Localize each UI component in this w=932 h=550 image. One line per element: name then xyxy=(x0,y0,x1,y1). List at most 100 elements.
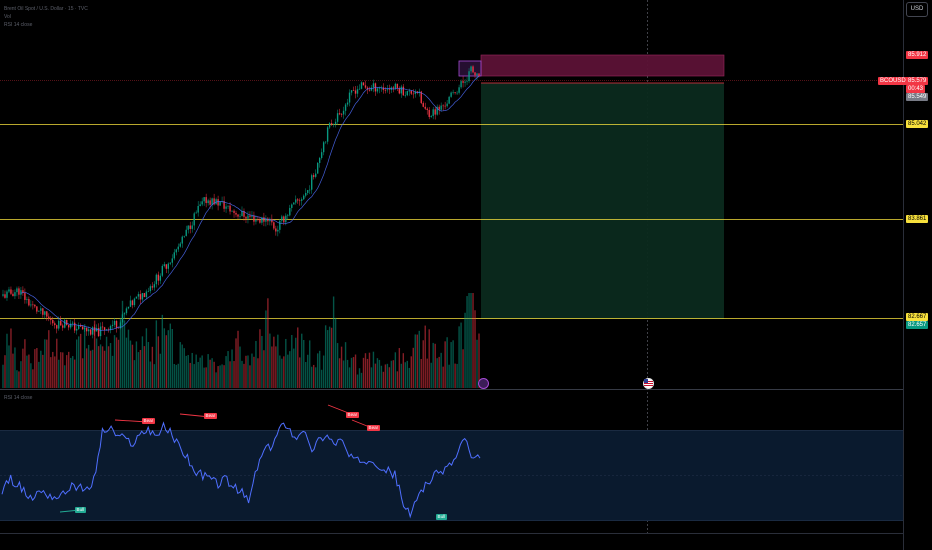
candle-body xyxy=(179,243,181,247)
candle-body xyxy=(255,219,257,222)
rsi-pane-title[interactable]: RSI 14 close xyxy=(4,395,33,401)
volume-bar xyxy=(48,330,50,388)
candle-body xyxy=(261,217,263,223)
candle-body xyxy=(177,246,179,250)
volume-bar xyxy=(40,350,42,388)
candle-body xyxy=(117,327,120,329)
candle-body xyxy=(402,86,405,96)
candle-body xyxy=(386,89,389,91)
candle-body xyxy=(167,263,170,269)
volume-bar xyxy=(307,354,309,388)
volume-bar xyxy=(175,364,177,388)
candle-body xyxy=(303,195,305,200)
volume-legend[interactable]: Vol xyxy=(4,14,11,20)
candle-body xyxy=(50,318,52,321)
candle-body xyxy=(97,328,100,337)
us-flag-event-icon[interactable] xyxy=(643,378,654,389)
volume-bar xyxy=(113,335,116,388)
volume-bar xyxy=(68,351,70,388)
volume-bar xyxy=(165,335,168,388)
candle-body xyxy=(358,88,361,90)
volume-bar xyxy=(209,359,211,388)
volume-bar xyxy=(402,353,405,388)
volume-bar xyxy=(287,354,289,388)
candle-body xyxy=(103,327,106,331)
candle-body xyxy=(2,294,4,296)
candle-body xyxy=(38,310,40,312)
volume-bar xyxy=(8,345,10,388)
candle-body xyxy=(392,87,395,89)
candle-body xyxy=(456,92,458,94)
volume-bar xyxy=(400,363,403,388)
candle-body xyxy=(54,323,56,326)
candle-body xyxy=(436,106,438,115)
highlight-box[interactable] xyxy=(458,60,482,77)
lightning-event-icon[interactable] xyxy=(478,378,489,389)
volume-bar xyxy=(103,350,106,388)
volume-bar xyxy=(193,364,195,388)
volume-bar xyxy=(30,363,32,388)
candle-body xyxy=(72,322,74,324)
candle-body xyxy=(101,326,104,328)
volume-bar xyxy=(211,358,213,388)
volume-bar xyxy=(38,361,40,388)
volume-bar xyxy=(203,367,205,388)
candle-body xyxy=(372,83,375,88)
candle-body xyxy=(472,66,474,73)
volume-bar xyxy=(354,354,357,388)
volume-bar xyxy=(334,317,337,388)
volume-bar xyxy=(444,341,446,388)
candle-body xyxy=(478,73,480,76)
volume-bar xyxy=(163,328,166,388)
candle-body xyxy=(332,123,335,125)
candle-body xyxy=(450,92,452,97)
volume-bar xyxy=(245,355,247,388)
volume-bar xyxy=(235,338,237,388)
volume-bar xyxy=(456,363,458,388)
candle-body xyxy=(316,162,319,174)
candle-body xyxy=(173,252,175,259)
currency-button[interactable]: USD xyxy=(906,2,928,17)
candle-body xyxy=(233,210,235,213)
volume-bar xyxy=(99,344,102,388)
volume-bars xyxy=(2,293,480,388)
symbol-legend[interactable]: Brent Oil Spot / U.S. Dollar · 15 · TVC xyxy=(4,6,88,12)
stop-zone[interactable] xyxy=(481,55,724,76)
volume-bar xyxy=(16,370,18,388)
volume-bar xyxy=(20,361,22,388)
volume-bar xyxy=(195,354,197,388)
volume-bar xyxy=(197,361,199,388)
candle-body xyxy=(12,293,14,297)
candle-body xyxy=(135,296,138,299)
volume-bar xyxy=(322,355,325,388)
candle-body xyxy=(400,86,403,94)
candle-body xyxy=(60,320,62,326)
volume-bar xyxy=(79,333,82,388)
candle-body xyxy=(89,329,92,335)
volume-bar xyxy=(452,340,454,388)
candle-body xyxy=(183,235,185,237)
symbol-tag: BCOUSD xyxy=(878,77,908,85)
volume-bar xyxy=(217,366,219,388)
candle-body xyxy=(406,91,409,96)
indicator-legend[interactable]: RSI 14 close xyxy=(4,22,33,28)
volume-bar xyxy=(60,352,62,388)
volume-bar xyxy=(340,346,343,388)
candle-body xyxy=(251,215,253,217)
volume-bar xyxy=(133,360,136,388)
volume-bar xyxy=(52,351,54,388)
target-zone[interactable] xyxy=(481,83,724,319)
candle-body xyxy=(153,284,156,288)
candle-body xyxy=(185,229,187,236)
volume-bar xyxy=(332,296,335,388)
stop-price-tag: 85.912 xyxy=(906,51,929,59)
volume-bar xyxy=(183,348,185,388)
volume-bar xyxy=(111,355,114,388)
volume-bar xyxy=(255,340,257,388)
candle-body xyxy=(127,306,130,309)
candle-body xyxy=(207,200,209,204)
candle-body xyxy=(314,173,317,177)
volume-bar xyxy=(344,342,347,388)
volume-bar xyxy=(279,355,281,388)
